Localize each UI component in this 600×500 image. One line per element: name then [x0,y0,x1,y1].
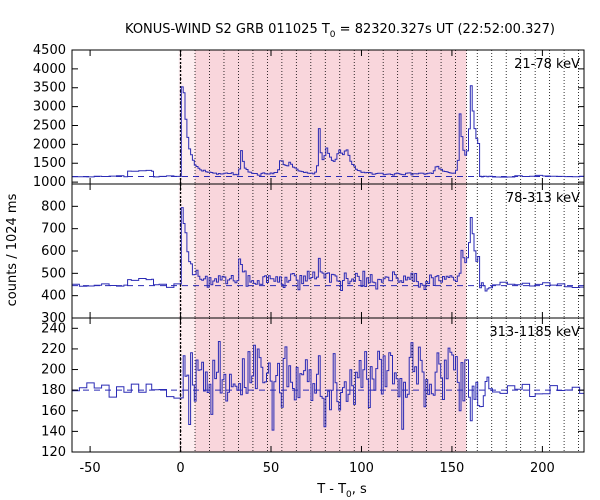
y-tick-label-3-0: 120 [41,445,66,460]
x-axis-label: T - T0, s [316,482,367,500]
y-tick-label-2-0: 300 [41,311,66,326]
energy-band-label-2: 78-313 keV [506,191,580,206]
y-tick-label-3-1: 140 [41,424,66,439]
panel-1: 1000 1500 2000 2500 3000 3500 4000 4500 21-78 ke… [33,43,585,190]
panel-frame-3 [71,317,585,453]
energy-band-label-3: 313-1185 keV [489,325,580,340]
light-curve-3 [72,341,584,431]
y-tick-label-1-1: 1500 [33,156,66,171]
y-tick-label-3-6: 240 [41,321,66,336]
y-tick-label-2-3: 600 [41,244,66,259]
y-tick-label-1-3: 2500 [33,118,66,133]
y-tick-label-2-1: 400 [41,289,66,304]
energy-band-label-1: 21-78 keV [514,57,580,72]
y-tick-label-2-4: 700 [41,222,66,237]
x-tick-label-0: -50 [79,461,100,476]
y-tick-label-3-2: 160 [41,404,66,419]
chart-title: KONUS-WIND S2 GRB 011025 T0 = 82320.327s… [125,22,555,40]
x-tick-label-5: 200 [530,461,555,476]
y-tick-label-1-7: 4500 [33,43,66,58]
y-tick-label-1-0: 1000 [33,175,66,190]
y-tick-label-2-2: 500 [41,266,66,281]
shaded-interval-1 [195,50,467,184]
x-tick-label-2: 50 [263,461,280,476]
shaded-interval-2 [195,184,467,318]
y-axis-label: counts / 1024 ms [5,193,20,306]
light-curve-1 [72,85,584,178]
y-tick-label-2-5: 800 [41,199,66,214]
y-tick-label-1-5: 3500 [33,81,66,96]
y-tick-label-1-4: 3000 [33,100,66,115]
light-curve-2 [72,207,584,292]
panel-2: 300 400 500 600 700 800 78-313 keV [41,183,585,326]
x-tick-label-4: 150 [440,461,465,476]
x-tick-label-1: 0 [176,461,184,476]
y-tick-label-3-4: 200 [41,363,66,378]
x-tick-label-3: 100 [349,461,374,476]
y-tick-label-1-2: 2000 [33,137,66,152]
y-tick-label-1-6: 4000 [33,62,66,77]
y-tick-label-3-3: 180 [41,383,66,398]
panel-3: 120 140 160 180 200 220 240 -50 0 50 100 150 200 313-… [41,317,585,476]
y-tick-label-3-5: 220 [41,342,66,357]
